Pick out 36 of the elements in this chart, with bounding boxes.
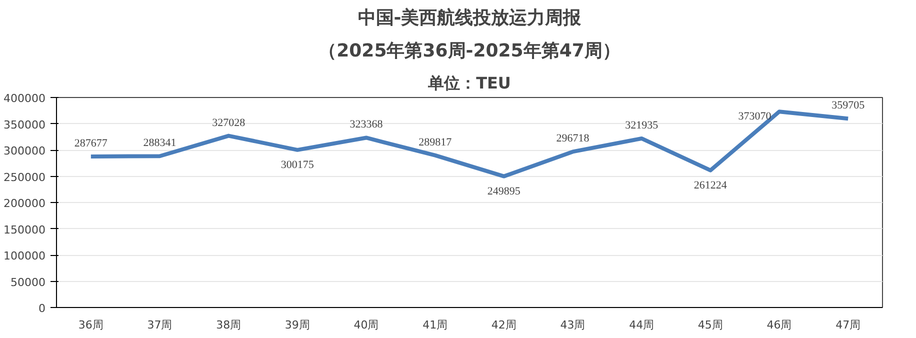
x-tick-label: 36周 <box>78 318 104 332</box>
y-tick-label: 400000 <box>4 92 46 105</box>
y-tick-label: 150000 <box>4 223 46 236</box>
x-tick-label: 40周 <box>354 318 379 332</box>
x-tick-label: 46周 <box>766 318 792 332</box>
data-label: 359705 <box>832 100 866 112</box>
data-label: 327028 <box>212 116 246 129</box>
x-tick-label: 43周 <box>560 318 586 332</box>
x-tick-label: 37周 <box>147 318 172 332</box>
y-tick-label: 100000 <box>4 250 46 262</box>
chart-title: 中国-美西航线投放运力周报 <box>358 8 582 28</box>
data-label: 296718 <box>556 132 590 145</box>
y-tick-label: 50000 <box>10 276 46 289</box>
x-tick-label: 47周 <box>836 318 861 332</box>
chart-subtitle: （2025年第36周-2025年第47周） <box>318 40 620 62</box>
x-tick-label: 41周 <box>422 318 448 332</box>
y-tick-label: 0 <box>38 302 46 315</box>
data-label: 300175 <box>280 158 314 171</box>
x-tick-label: 39周 <box>284 318 310 332</box>
data-label: 321935 <box>625 119 659 132</box>
data-label: 261224 <box>694 179 728 192</box>
y-tick-label: 300000 <box>4 144 46 158</box>
data-label: 249895 <box>487 185 521 198</box>
data-label: 289817 <box>418 136 452 148</box>
data-label: 373070 <box>738 110 772 123</box>
data-label: 323368 <box>350 118 384 131</box>
x-tick-label: 38周 <box>216 318 242 332</box>
x-tick-label: 45周 <box>698 318 723 332</box>
y-tick-label: 250000 <box>4 170 46 184</box>
text: 单位：TEU <box>427 74 511 92</box>
x-tick-label: 44周 <box>629 318 654 332</box>
y-tick-label: 200000 <box>4 197 46 210</box>
y-tick-label: 350000 <box>4 118 46 132</box>
data-label: 287677 <box>74 137 108 150</box>
data-label: 288341 <box>143 137 176 150</box>
x-tick-label: 42周 <box>491 318 516 332</box>
